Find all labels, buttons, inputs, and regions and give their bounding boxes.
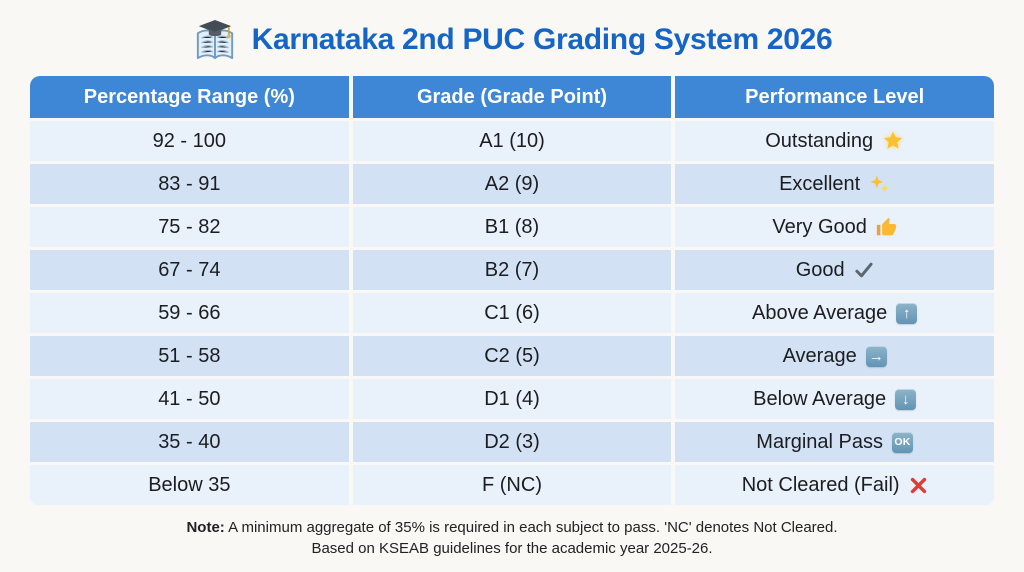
page-title: Karnataka 2nd PUC Grading System 2026 bbox=[251, 23, 833, 56]
grade-cell: D2 (3) bbox=[352, 422, 672, 462]
table-row: 51 - 58 C2 (5) Average → bbox=[30, 336, 994, 376]
grade-cell: A1 (10) bbox=[352, 121, 672, 161]
performance-label: Good bbox=[795, 258, 845, 281]
performance-level-cell: Outstanding bbox=[675, 121, 994, 161]
table-row: 67 - 74 B2 (7) Good bbox=[30, 250, 994, 290]
performance-label: Excellent bbox=[779, 172, 861, 195]
table-row: 35 - 40 D2 (3) Marginal Pass OK bbox=[30, 422, 994, 462]
performance-level-cell: Average → bbox=[675, 336, 994, 376]
note-text: A minimum aggregate of 35% is required i… bbox=[224, 519, 838, 536]
table-row: 83 - 91 A2 (9) Excellent bbox=[30, 164, 994, 204]
glowing-star-icon bbox=[882, 130, 904, 152]
performance-label: Not Cleared (Fail) bbox=[741, 473, 900, 496]
grade-cell: F (NC) bbox=[352, 465, 672, 505]
right-arrow-badge-icon: → bbox=[865, 345, 887, 367]
performance-level-cell: Not Cleared (Fail) bbox=[675, 465, 994, 505]
percentage-range-cell: 75 - 82 bbox=[30, 207, 349, 247]
grading-table: Percentage Range (%) Grade (Grade Point)… bbox=[30, 76, 994, 505]
grade-cell: A2 (9) bbox=[352, 164, 672, 204]
grade-cell: B2 (7) bbox=[352, 250, 672, 290]
up-arrow-badge-icon: ↑ bbox=[896, 302, 918, 324]
performance-label: Outstanding bbox=[765, 129, 874, 152]
percentage-range-cell: Below 35 bbox=[30, 465, 349, 505]
percentage-range-cell: 41 - 50 bbox=[30, 379, 349, 419]
cross-mark-icon bbox=[909, 476, 928, 495]
performance-level-cell: Below Average ↓ bbox=[675, 379, 994, 419]
performance-label: Very Good bbox=[772, 215, 867, 238]
percentage-range-cell: 83 - 91 bbox=[30, 164, 349, 204]
performance-level-cell: Very Good bbox=[675, 207, 994, 247]
percentage-range-cell: 59 - 66 bbox=[30, 293, 349, 333]
percentage-range-cell: 35 - 40 bbox=[30, 422, 349, 462]
performance-label: Above Average bbox=[752, 301, 888, 324]
ok-badge-icon: OK bbox=[892, 431, 914, 453]
performance-label: Below Average bbox=[753, 387, 887, 410]
table-row: 75 - 82 B1 (8) Very Good bbox=[30, 207, 994, 247]
percentage-range-cell: 67 - 74 bbox=[30, 250, 349, 290]
performance-level-cell: Marginal Pass OK bbox=[675, 422, 994, 462]
column-header-grade: Grade (Grade Point) bbox=[352, 76, 672, 118]
sparkles-icon bbox=[869, 174, 890, 195]
check-mark-icon bbox=[854, 260, 874, 280]
column-header-performance-level: Performance Level bbox=[675, 76, 994, 118]
table-row: Below 35 F (NC) Not Cleared (Fail) bbox=[30, 465, 994, 505]
percentage-range-cell: 51 - 58 bbox=[30, 336, 349, 376]
table-row: 92 - 100 A1 (10) Outstanding bbox=[30, 121, 994, 161]
performance-label: Marginal Pass bbox=[756, 430, 884, 453]
page-header: Karnataka 2nd PUC Grading System 2026 bbox=[0, 0, 1024, 66]
table-header-row: Percentage Range (%) Grade (Grade Point)… bbox=[30, 76, 994, 118]
grade-cell: D1 (4) bbox=[352, 379, 672, 419]
down-arrow-badge-icon: ↓ bbox=[895, 388, 917, 410]
thumbs-up-icon bbox=[876, 217, 897, 238]
footnote-line-1: Note: A minimum aggregate of 35% is requ… bbox=[0, 517, 1024, 538]
performance-label: Average bbox=[782, 344, 857, 367]
grade-cell: C2 (5) bbox=[352, 336, 672, 376]
note-label: Note: bbox=[186, 519, 225, 536]
table-body: 92 - 100 A1 (10) Outstanding 83 - 91 A2 (9) E… bbox=[30, 121, 994, 505]
table-row: 41 - 50 D1 (4) Below Average ↓ bbox=[30, 379, 994, 419]
grade-cell: C1 (6) bbox=[352, 293, 672, 333]
table-row: 59 - 66 C1 (6) Above Average ↑ bbox=[30, 293, 994, 333]
grade-cell: B1 (8) bbox=[352, 207, 672, 247]
performance-level-cell: Above Average ↑ bbox=[675, 293, 994, 333]
book-graduation-cap-icon bbox=[192, 19, 238, 61]
footnote: Note: A minimum aggregate of 35% is requ… bbox=[0, 517, 1024, 559]
performance-level-cell: Excellent bbox=[675, 164, 994, 204]
performance-level-cell: Good bbox=[675, 250, 994, 290]
footnote-line-2: Based on KSEAB guidelines for the academ… bbox=[311, 540, 713, 557]
column-header-percentage-range: Percentage Range (%) bbox=[30, 76, 349, 118]
percentage-range-cell: 92 - 100 bbox=[30, 121, 349, 161]
